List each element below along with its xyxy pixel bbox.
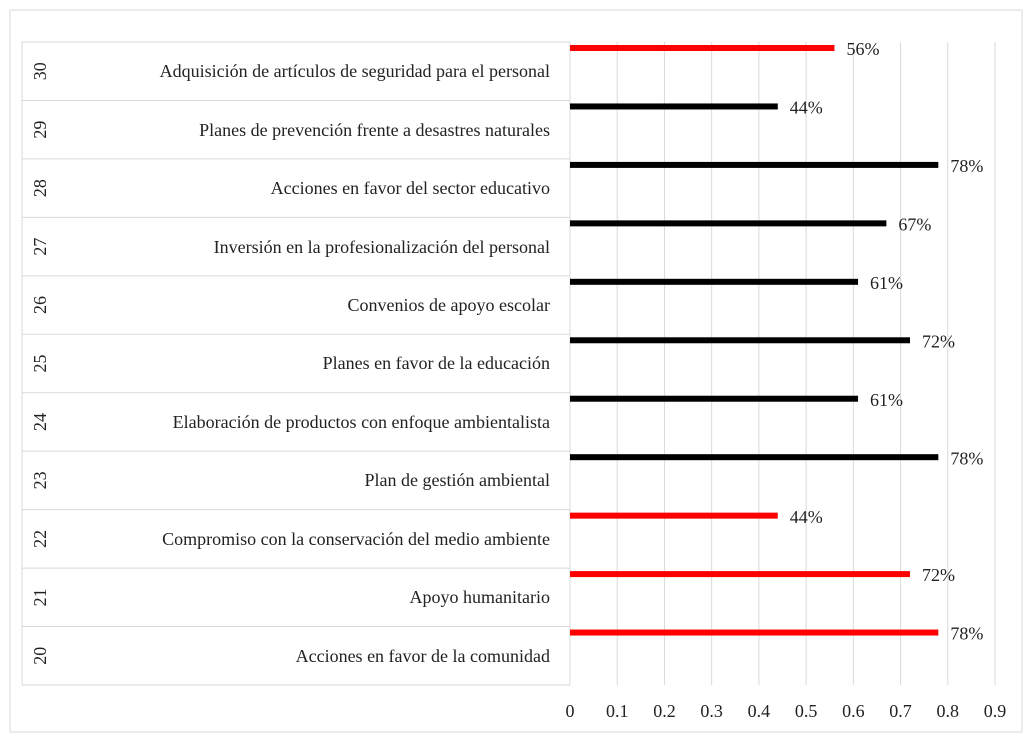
bar [570,103,778,110]
x-tick-label: 0.7 [889,701,912,721]
bar [570,161,939,168]
category-number: 23 [30,471,50,489]
category-number: 29 [30,121,50,139]
category-label: Planes en favor de la educación [322,353,550,374]
value-label: 44% [790,98,823,118]
value-label: 56% [846,39,879,59]
value-label: 78% [950,156,983,176]
category-label-box: Acciones en favor de la comunidad [65,627,550,685]
bar [570,278,859,285]
x-tick-label: 0.3 [700,701,723,721]
category-label-box: Elaboración de productos con enfoque amb… [65,393,550,451]
value-label: 78% [950,624,983,644]
category-label-box: Planes de prevención frente a desastres … [65,100,550,158]
bar [570,45,835,51]
bar [570,337,910,344]
category-label: Inversión en la profesionalización del p… [213,236,550,257]
category-label-box: Compromiso con la conservación del medio… [65,510,550,568]
bar [570,571,910,578]
bar [570,454,939,461]
value-label: 61% [870,390,903,410]
category-label-box: Convenios de apoyo escolar [65,276,550,334]
value-label: 61% [870,273,903,293]
x-tick-label: 0.4 [748,701,771,721]
value-label: 78% [950,448,983,468]
category-number: 20 [30,647,50,665]
bar [570,512,778,519]
bar [570,395,859,402]
category-label-box: Plan de gestión ambiental [65,451,550,509]
category-label: Elaboración de productos con enfoque amb… [172,411,550,432]
bar [570,629,939,636]
category-label: Apoyo humanitario [409,587,550,608]
category-label: Plan de gestión ambiental [364,470,550,491]
category-number: 28 [30,179,50,197]
value-label: 44% [790,507,823,527]
x-tick-label: 0.1 [606,701,629,721]
category-label: Adquisición de artículos de seguridad pa… [159,61,550,82]
x-tick-label: 0.9 [984,701,1007,721]
category-label: Compromiso con la conservación del medio… [162,528,550,549]
category-label: Acciones en favor del sector educativo [270,178,550,199]
category-number: 24 [30,413,50,431]
x-tick-label: 0 [566,701,575,721]
category-number: 21 [30,588,50,606]
category-number: 30 [30,62,50,80]
category-number: 25 [30,355,50,373]
category-label-box: Inversión en la profesionalización del p… [65,217,550,275]
bar [570,220,887,227]
category-label: Convenios de apoyo escolar [347,295,550,316]
category-number: 27 [30,238,50,256]
value-label: 72% [922,565,955,585]
category-label: Acciones en favor de la comunidad [295,645,550,666]
category-label-box: Apoyo humanitario [65,568,550,626]
category-label-box: Acciones en favor del sector educativo [65,159,550,217]
x-tick-label: 0.6 [842,701,865,721]
chart-border [9,9,1023,733]
category-label-box: Planes en favor de la educación [65,334,550,392]
value-label: 67% [898,214,931,234]
x-tick-label: 0.8 [937,701,960,721]
category-number: 22 [30,530,50,548]
category-number: 26 [30,296,50,314]
category-label: Planes de prevención frente a desastres … [199,119,550,140]
x-tick-label: 0.2 [653,701,676,721]
category-label-box: Adquisición de artículos de seguridad pa… [65,42,550,100]
value-label: 72% [922,331,955,351]
x-tick-label: 0.5 [795,701,818,721]
